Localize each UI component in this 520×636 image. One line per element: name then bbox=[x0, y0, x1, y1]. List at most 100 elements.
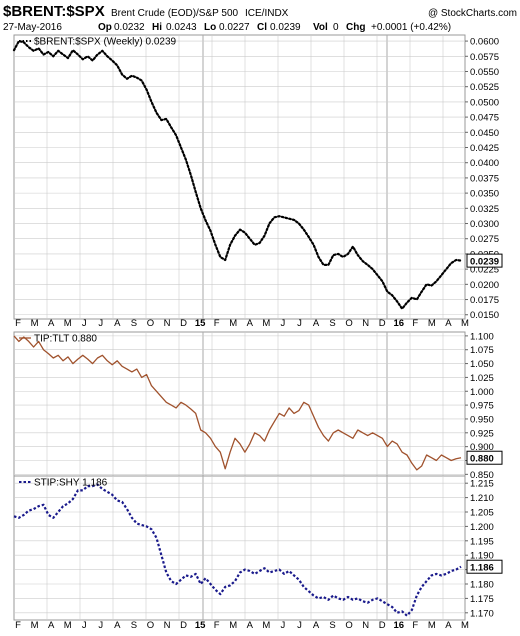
y-tick-label: 0.0225 bbox=[470, 265, 499, 276]
y-tick-label: 1.025 bbox=[470, 373, 494, 384]
x-tick-label: M bbox=[262, 318, 270, 329]
x-tick-label: S bbox=[329, 620, 335, 631]
x-tick-label: D bbox=[379, 620, 386, 631]
y-tick-label: 1.195 bbox=[470, 536, 494, 547]
y-tick-label: 1.180 bbox=[470, 580, 494, 591]
y-tick-label: 0.0425 bbox=[470, 143, 499, 154]
copyright-label: @ StockCharts.com bbox=[428, 8, 517, 19]
x-tick-label: D bbox=[180, 620, 187, 631]
x-tick-label: 15 bbox=[195, 620, 206, 631]
y-tick-label: 0.900 bbox=[470, 442, 494, 453]
x-tick-label: A bbox=[313, 318, 320, 329]
x-tick-label: A bbox=[48, 318, 55, 329]
open-value: 0.0232 bbox=[114, 22, 145, 33]
high-label: Hi bbox=[152, 22, 162, 33]
x-tick-label: M bbox=[428, 318, 436, 329]
y-tick-label: 1.075 bbox=[470, 345, 494, 356]
x-tick-label: A bbox=[114, 318, 121, 329]
x-tick-label: J bbox=[98, 620, 103, 631]
last-value-box bbox=[466, 559, 503, 574]
x-tick-label: F bbox=[15, 620, 21, 631]
legend-label: STIP:SHY 1.186 bbox=[34, 478, 108, 489]
x-tick-label: O bbox=[147, 318, 154, 329]
y-tick-label: 0.0300 bbox=[470, 219, 499, 230]
panel-stip-shy: 1.2151.2101.2051.2001.1951.1901.1851.180… bbox=[13, 475, 503, 621]
panel-frame bbox=[13, 475, 466, 621]
y-tick-label: 0.0450 bbox=[470, 128, 499, 139]
series-line bbox=[12, 39, 463, 310]
x-tick-label: J bbox=[281, 620, 286, 631]
y-tick-label: 0.0400 bbox=[470, 158, 499, 169]
y-tick-label: 0.0600 bbox=[470, 37, 499, 48]
legend-label: TIP:TLT 0.880 bbox=[34, 334, 97, 345]
low-value: 0.0227 bbox=[219, 22, 250, 33]
y-tick-label: 0.0475 bbox=[470, 113, 499, 124]
y-tick-label: 1.170 bbox=[470, 608, 494, 619]
low-label: Lo bbox=[204, 22, 216, 33]
y-tick-label: 1.205 bbox=[470, 508, 494, 519]
x-tick-label: F bbox=[214, 620, 220, 631]
x-tick-label: A bbox=[445, 620, 452, 631]
x-tick-label: J bbox=[281, 318, 286, 329]
panel-frame bbox=[13, 331, 466, 477]
close-label: Cl bbox=[257, 22, 267, 33]
x-tick-label: M bbox=[64, 318, 72, 329]
legend-label: $BRENT:$SPX (Weekly) 0.0239 bbox=[34, 37, 177, 48]
x-tick-label: S bbox=[131, 620, 137, 631]
x-tick-label: J bbox=[297, 318, 302, 329]
x-tick-label: M bbox=[229, 620, 237, 631]
y-tick-label: 0.0575 bbox=[470, 52, 499, 63]
series-line bbox=[13, 483, 462, 617]
x-tick-label: M bbox=[64, 620, 72, 631]
y-tick-label: 0.925 bbox=[470, 428, 494, 439]
x-tick-label: N bbox=[164, 620, 171, 631]
x-tick-label: D bbox=[379, 318, 386, 329]
last-value-label: 0.880 bbox=[470, 454, 494, 465]
x-tick-label: N bbox=[362, 318, 369, 329]
series-line bbox=[13, 335, 462, 471]
y-tick-label: 1.210 bbox=[470, 493, 494, 504]
y-tick-label: 0.975 bbox=[470, 401, 494, 412]
y-tick-label: 0.0325 bbox=[470, 204, 499, 215]
x-tick-label: F bbox=[412, 318, 418, 329]
symbol-description: Brent Crude (EOD)/S&P 500 bbox=[111, 8, 239, 19]
volume-value: 0 bbox=[333, 22, 339, 33]
change-value: +0.0001 (+0.42%) bbox=[371, 22, 451, 33]
last-value-label: 1.186 bbox=[470, 563, 494, 574]
panel-brent-spx: 0.0600 0.0575 0.0550 0.0525 0.0500 0.0475 0.04… bbox=[12, 34, 503, 321]
volume-label: Vol bbox=[313, 22, 328, 33]
x-tick-label: M bbox=[262, 620, 270, 631]
y-tick-label: 1.190 bbox=[470, 551, 494, 562]
last-value-box bbox=[466, 253, 503, 268]
x-tick-label: M bbox=[31, 620, 39, 631]
x-tick-label: O bbox=[147, 620, 154, 631]
x-tick-label: S bbox=[329, 318, 335, 329]
x-tick-label: A bbox=[247, 620, 254, 631]
symbol-title: $BRENT:$SPX bbox=[3, 3, 105, 20]
y-tick-label: 1.050 bbox=[470, 359, 494, 370]
last-value-box bbox=[466, 450, 503, 465]
x-tick-label: 16 bbox=[393, 318, 404, 329]
y-tick-label: 0.0550 bbox=[470, 67, 499, 78]
x-tick-label: F bbox=[15, 318, 21, 329]
x-tick-label: A bbox=[313, 620, 320, 631]
x-tick-label: A bbox=[247, 318, 254, 329]
last-value-label: 0.0239 bbox=[470, 256, 499, 267]
y-tick-label: 1.200 bbox=[470, 522, 494, 533]
x-tick-label: A bbox=[48, 620, 55, 631]
x-tick-label: 15 bbox=[195, 318, 206, 329]
quote-date: 27-May-2016 bbox=[3, 22, 62, 33]
x-tick-label: M bbox=[461, 620, 469, 631]
y-tick-label: 0.0525 bbox=[470, 82, 499, 93]
y-tick-label: 1.000 bbox=[470, 387, 494, 398]
x-tick-label: J bbox=[82, 620, 87, 631]
panel-tip-tlt: 1.100 1.075 1.050 1.025 1.000 0.975 0.950 0.925… bbox=[13, 331, 503, 481]
y-tick-label: 0.0275 bbox=[470, 234, 499, 245]
change-label: Chg bbox=[346, 22, 365, 33]
x-axis: F M A M J J A S O N D 15 F M A M J J A S O N D 16 F M A MF M A M J J A S O N… bbox=[15, 318, 469, 631]
y-tick-label: 1.215 bbox=[470, 479, 494, 490]
x-tick-label: N bbox=[362, 620, 369, 631]
x-tick-label: M bbox=[31, 318, 39, 329]
exchange-label: ICE/INDX bbox=[245, 8, 289, 19]
